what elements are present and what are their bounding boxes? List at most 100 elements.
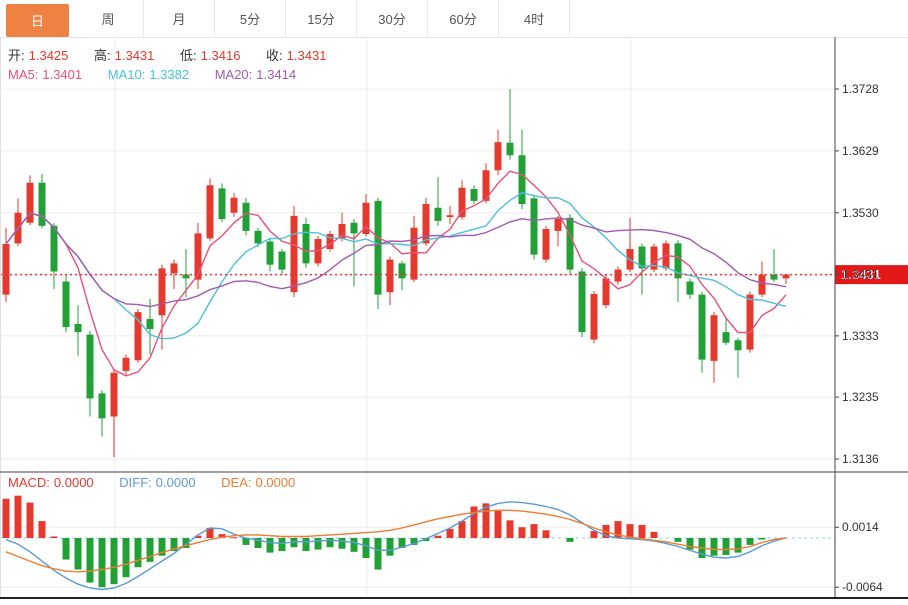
candle [674, 243, 682, 279]
candle [602, 278, 610, 306]
candle [614, 269, 622, 282]
candle [338, 224, 346, 239]
macd-bar [542, 530, 550, 538]
current-price-layer: 1.3431 [0, 265, 908, 285]
ma20-value: 1.3414 [256, 67, 297, 82]
candle [278, 251, 286, 270]
ma5-label: MA5: [8, 67, 39, 82]
candle [698, 294, 706, 360]
price-tag [835, 265, 908, 285]
tab-month[interactable]: 月 [144, 0, 215, 37]
ma-legend: MA5: 1.3401 MA10: 1.3382 MA20: 1.3414 [8, 67, 300, 82]
candle [302, 224, 310, 264]
candle [2, 244, 10, 295]
macd-bar [242, 538, 250, 545]
tab-5min[interactable]: 5分 [215, 0, 286, 37]
candle [782, 274, 790, 279]
close-value: 1.3431 [286, 48, 327, 63]
macd-bar [14, 495, 22, 538]
candle [254, 230, 262, 244]
price-axis-label: 1.3333 [842, 329, 879, 343]
macd-bar [62, 538, 70, 560]
candle [494, 142, 502, 171]
tab-15min[interactable]: 15分 [286, 0, 357, 37]
macd-bar [626, 524, 634, 538]
candle [182, 274, 190, 279]
macd-bar [146, 538, 154, 562]
macd-bar [194, 535, 202, 538]
macd-bar [434, 535, 442, 538]
dea-value: 0.0000 [255, 475, 296, 490]
macd-bar [2, 498, 10, 538]
close-label: 收: [266, 48, 283, 63]
candle [518, 155, 526, 204]
low-value: 1.3416 [200, 48, 241, 63]
ma5-line [5, 170, 787, 377]
candle [218, 188, 226, 219]
candle [326, 234, 334, 249]
macd-bar [374, 538, 382, 570]
tab-30min[interactable]: 30分 [357, 0, 428, 37]
candle [542, 229, 550, 260]
macd-bar [566, 538, 574, 542]
candle [722, 332, 730, 343]
price-axis-label: 1.3235 [842, 390, 879, 404]
candle [206, 185, 214, 239]
candle [86, 334, 94, 399]
macd-bar [38, 521, 46, 538]
macd-bar [26, 502, 34, 538]
ma10-label: MA10: [107, 67, 146, 82]
period-tabbar: 日周月 5分 15分 30分 60分 4时 [0, 0, 908, 38]
candle [482, 170, 490, 201]
macd-bar [398, 538, 406, 548]
tab-week[interactable]: 周 [73, 0, 144, 37]
tab-day[interactable]: 日 [6, 4, 69, 37]
macd-bar [734, 538, 742, 553]
axes-layer: 1.3728 1.3629 1.3530 1.3431 1.3333 1.3235 1.31… [0, 37, 908, 599]
macd-legend: MACD: 0.0000 DIFF: 0.0000 DEA: 0.0000 [8, 475, 299, 490]
candle [158, 268, 166, 316]
tab-4hour[interactable]: 4时 [499, 0, 570, 37]
candle [638, 246, 646, 269]
macd-bar [470, 506, 478, 538]
macd-bar [206, 528, 214, 538]
candle [758, 274, 766, 295]
macd-bar [722, 538, 730, 555]
macd-bar [386, 538, 394, 556]
candle [410, 227, 418, 280]
macd-bar [326, 538, 334, 548]
macd-bar [182, 538, 190, 548]
diff-label: DIFF: [119, 475, 152, 490]
ma20-line [5, 212, 787, 308]
macd-bar [710, 538, 718, 556]
candles-layer [2, 89, 790, 458]
high-value: 1.3431 [114, 48, 155, 63]
macd-bar [650, 531, 658, 538]
macd-layer [0, 495, 835, 591]
macd-bar [362, 538, 370, 558]
ma20-label: MA20: [214, 67, 253, 82]
tab-60min[interactable]: 60分 [428, 0, 499, 37]
candle [38, 182, 46, 226]
candle [362, 202, 370, 234]
price-tag-value: 1.3431 [841, 267, 881, 282]
candle [62, 281, 70, 328]
macd-bar [482, 503, 490, 538]
macd-bar [266, 538, 274, 553]
macd-bar [254, 538, 262, 548]
candle [374, 200, 382, 295]
candle [230, 197, 238, 213]
macd-axis-label: 0.0014 [842, 520, 879, 534]
price-axis-label: 1.3431 [842, 268, 879, 282]
grid-layer [0, 37, 835, 598]
candle [110, 372, 118, 417]
macd-bar [494, 510, 502, 538]
price-axis-label: 1.3728 [842, 82, 879, 96]
macd-bar [446, 528, 454, 538]
candle [146, 319, 154, 329]
dea-label: DEA: [221, 475, 252, 490]
macd-bar [218, 534, 226, 538]
ma5-value: 1.3401 [42, 67, 83, 82]
candle [746, 294, 754, 350]
price-axis-label: 1.3629 [842, 144, 879, 158]
